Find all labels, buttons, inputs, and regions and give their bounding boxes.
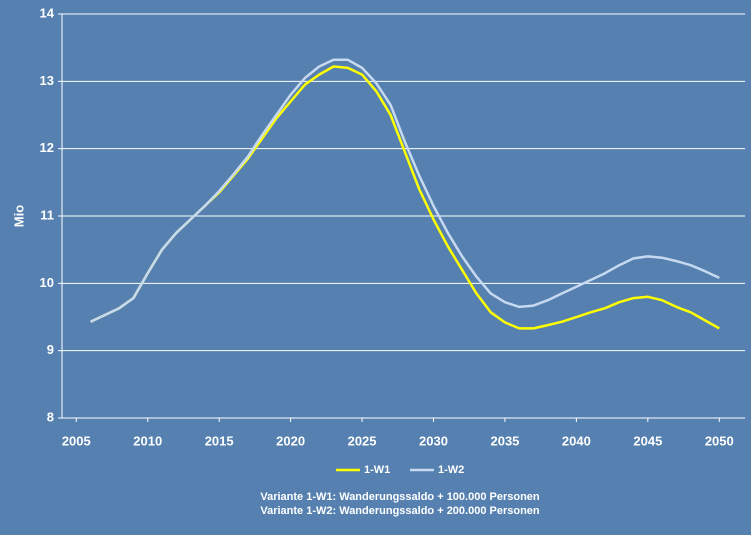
- note: Variante 1-W1: Wanderungssaldo + 100.000…: [260, 491, 540, 503]
- y-tick-label: 9: [47, 342, 54, 357]
- note: Variante 1-W2: Wanderungssaldo + 200.000…: [260, 505, 540, 517]
- x-tick-label: 2005: [62, 433, 91, 448]
- y-tick-label: 13: [40, 73, 54, 88]
- x-tick-label: 2010: [133, 433, 162, 448]
- y-axis-label: Mio: [11, 205, 26, 227]
- legend-label: 1-W1: [364, 464, 390, 476]
- y-tick-label: 12: [40, 140, 54, 155]
- legend-label: 1-W2: [438, 464, 464, 476]
- line: [90, 58, 720, 323]
- x-tick-label: 2015: [205, 433, 234, 448]
- y-tick-label: 11: [40, 207, 54, 222]
- x-tick-label: 2045: [633, 433, 662, 448]
- x-tick-label: 2030: [419, 433, 448, 448]
- x-tick-label: 2040: [562, 433, 591, 448]
- y-tick-label: 14: [40, 5, 55, 20]
- y-tick-label: 8: [47, 409, 54, 424]
- x-tick-label: 2020: [276, 433, 305, 448]
- y-tick-label: 10: [40, 275, 54, 290]
- x-tick-label: 2025: [348, 433, 377, 448]
- x-tick-label: 2035: [490, 433, 519, 448]
- x-tick-label: 2050: [705, 433, 734, 448]
